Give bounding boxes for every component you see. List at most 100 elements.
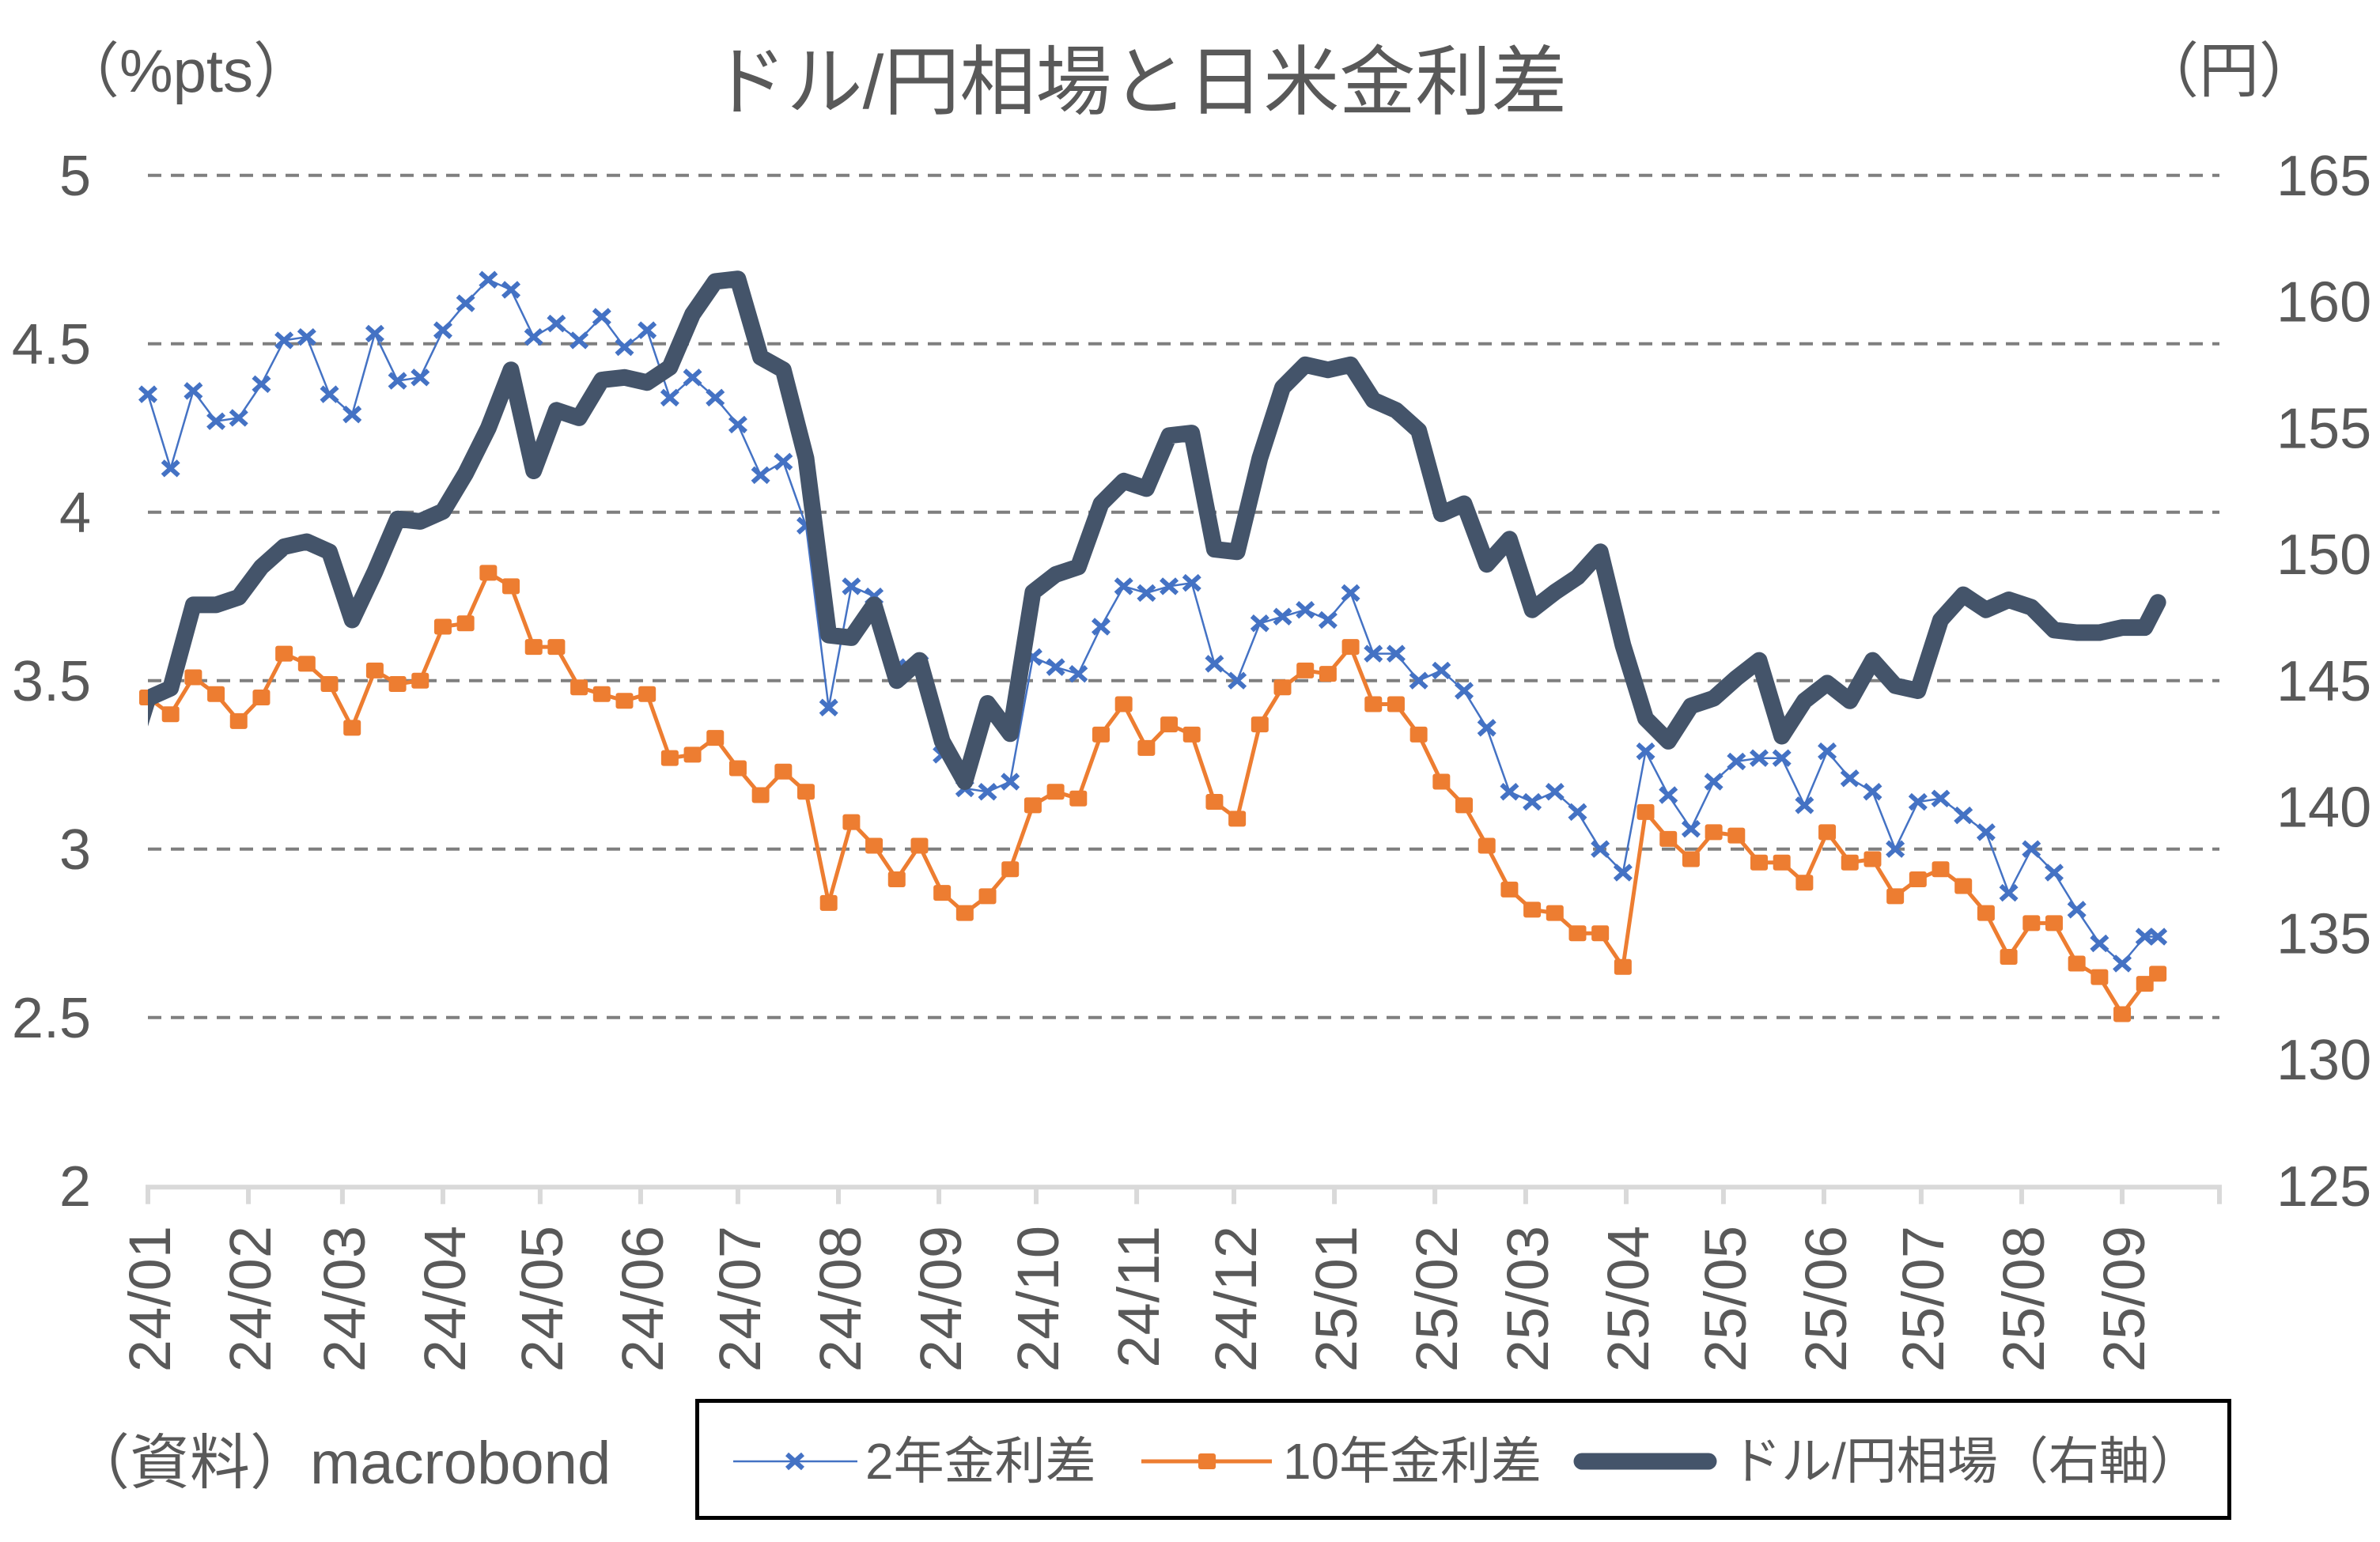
spread-10y-marker (728, 760, 747, 777)
spread-10y-marker (320, 675, 339, 692)
spread-2y-marker (1273, 607, 1292, 625)
x-tick-label: 25/03 (1495, 1226, 1561, 1372)
spread-10y-marker (2045, 915, 2063, 932)
spread-10y-marker (774, 763, 793, 780)
spread-10y-marker (229, 712, 248, 729)
spread-10y-marker (456, 615, 475, 632)
spread-10y-marker (1296, 662, 1315, 678)
spread-2y-marker (1364, 644, 1383, 663)
spread-10y-marker (2091, 969, 2109, 985)
y-left-tick-label: 5 (59, 145, 91, 208)
y-left-tick-label: 2 (59, 1155, 91, 1219)
spread-2y-marker (456, 294, 475, 312)
spread-2y-marker (1137, 584, 1156, 603)
spread-2y-marker (1727, 752, 1746, 771)
gridlines (148, 173, 2219, 1019)
spread-10y-marker (933, 885, 952, 901)
spread-10y-marker (978, 888, 997, 905)
spread-10y-marker (1659, 830, 1678, 847)
spread-2y-marker (1613, 864, 1633, 882)
spread-2y-marker (138, 385, 158, 403)
spread-10y-marker (615, 693, 634, 709)
legend: 2年金利差 10年金利差 ドル/円相場（右軸） (695, 1399, 2231, 1520)
spread-10y-marker (1568, 925, 1587, 942)
spread-2y-marker (615, 338, 634, 357)
spread-2y-marker (1523, 792, 1542, 811)
spread-2y-marker (660, 388, 679, 407)
spread-2y-marker (2044, 864, 2064, 882)
square-marker-icon (1198, 1453, 1216, 1469)
legend-item-usdjpy: ドル/円相場（右軸） (1573, 1433, 2200, 1490)
spread-2y-marker (320, 385, 339, 403)
spread-10y-marker (1364, 696, 1383, 712)
spread-2y-marker (1001, 773, 1020, 791)
spread-10y-marker (1001, 861, 1020, 878)
spread-2y-marker (706, 388, 725, 407)
spread-2y-marker (1091, 618, 1111, 636)
x-axis: 24/01 24/02 24/03 24/04 24/05 24/06 24/07 24/08… (117, 1185, 2222, 1372)
y-right-tick-label: 160 (2276, 271, 2371, 334)
spread-10y-marker (1932, 861, 1950, 878)
spread-2y-marker (1863, 783, 1882, 801)
spread-2y-marker (774, 452, 793, 471)
spread-2y-marker (842, 577, 861, 595)
spread-10y-marker (1705, 824, 1723, 841)
spread-10y-marker (1841, 854, 1859, 871)
spread-2y-marker (297, 327, 316, 346)
source-note: （資料）macrobond (70, 1430, 611, 1497)
spread-2y-marker (1477, 719, 1496, 737)
spread-10y-marker (638, 686, 656, 702)
spread-10y-marker (2068, 955, 2086, 972)
spread-10y-marker (1341, 639, 1360, 656)
spread-2y-marker (547, 314, 566, 333)
spread-10y-marker (411, 672, 429, 689)
spread-10y-marker (1523, 901, 1542, 918)
spread-2y-marker (1749, 749, 1769, 767)
legend-item-10y-spread: 10年金利差 (1141, 1433, 1542, 1490)
x-tick-label: 24/06 (610, 1226, 675, 1372)
spread-2y-marker (479, 270, 498, 289)
spread-2y-marker (524, 327, 543, 346)
spread-2y-marker (2113, 954, 2132, 973)
spread-10y-marker (1114, 696, 1133, 712)
spread-10y-marker (910, 837, 929, 854)
y-right-tick-label: 125 (2276, 1155, 2371, 1219)
y-right-tick-label: 145 (2276, 650, 2371, 713)
x-tick-label: 24/05 (509, 1226, 575, 1372)
x-tick-label: 24/11 (1106, 1226, 1171, 1368)
spread-10y-marker (1046, 784, 1065, 800)
x-marker-icon (785, 1452, 805, 1471)
series-layer (138, 270, 2168, 1022)
spread-10y-marker (1886, 888, 1905, 905)
spread-10y-marker (1387, 696, 1405, 712)
spread-10y-marker (751, 787, 770, 803)
spread-2y-marker (229, 409, 248, 427)
y-axis-left: 2 2.5 3 3.5 4 4.5 5 (12, 145, 91, 1219)
spread-10y-marker (1773, 854, 1791, 871)
spread-10y-marker (1251, 716, 1269, 733)
spread-10y-marker (502, 578, 520, 595)
spread-10y-marker (1795, 875, 1814, 891)
spread-10y-marker (547, 639, 566, 656)
spread-2y-marker (728, 415, 747, 434)
series-spread-2y (138, 270, 2168, 973)
y-left-tick-label: 3.5 (12, 650, 91, 713)
spread-10y-marker (570, 679, 588, 696)
spread-2y-marker (1545, 783, 1565, 801)
spread-10y-marker (184, 669, 202, 686)
y-left-unit-label: （%pts） (59, 38, 313, 105)
spread-2y-marker (978, 783, 997, 801)
spread-10y-marker (343, 720, 361, 736)
spread-10y-marker (252, 690, 271, 705)
spread-2y-marker (2148, 928, 2168, 946)
spread-10y-marker (297, 656, 316, 672)
spread-10y-marker (1455, 797, 1474, 814)
x-tick-label: 24/07 (707, 1226, 773, 1372)
spread-2y-marker (1659, 786, 1678, 804)
spread-10y-marker (2149, 966, 2167, 982)
y-right-tick-label: 140 (2276, 777, 2371, 840)
spread-10y-marker (1205, 794, 1224, 811)
spread-2y-marker (1455, 682, 1474, 700)
spread-2y-marker (388, 372, 407, 390)
spread-10y-marker (1591, 925, 1610, 942)
